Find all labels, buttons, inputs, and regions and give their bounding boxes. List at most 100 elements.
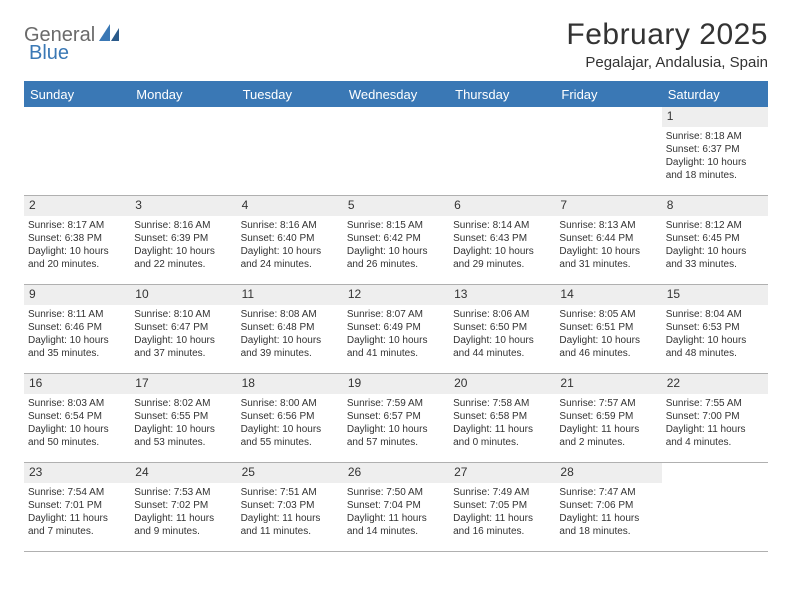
day-sunset: Sunset: 6:50 PM <box>453 321 551 334</box>
day-sunset: Sunset: 6:49 PM <box>347 321 445 334</box>
day-number: 8 <box>662 196 768 216</box>
brand-text-2-wrap: Blue <box>28 42 69 65</box>
day-cell: 6Sunrise: 8:14 AMSunset: 6:43 PMDaylight… <box>449 196 555 284</box>
weekday-header: Tuesday <box>237 83 343 107</box>
day-cell: 8 Sunrise: 8:12 AMSunset: 6:45 PMDaylight… <box>662 196 768 284</box>
day-daylight: Daylight: 10 hours and 41 minutes. <box>347 334 445 360</box>
day-number: 21 <box>555 374 661 394</box>
day-daylight: Daylight: 10 hours and 33 minutes. <box>666 245 764 271</box>
week-row: 2Sunrise: 8:17 AMSunset: 6:38 PMDaylight… <box>24 196 768 285</box>
day-cell <box>24 107 130 195</box>
day-daylight: Daylight: 11 hours and 18 minutes. <box>559 512 657 538</box>
weekday-header: Wednesday <box>343 83 449 107</box>
day-number: 2 <box>24 196 130 216</box>
day-daylight: Daylight: 10 hours and 48 minutes. <box>666 334 764 360</box>
day-daylight: Daylight: 10 hours and 39 minutes. <box>241 334 339 360</box>
day-sunrise: Sunrise: 7:51 AM <box>241 486 339 499</box>
week-row: 23Sunrise: 7:54 AMSunset: 7:01 PMDayligh… <box>24 463 768 552</box>
brand-sail-icon <box>99 24 121 47</box>
day-number: 3 <box>130 196 236 216</box>
day-number: 12 <box>343 285 449 305</box>
day-cell: 3Sunrise: 8:16 AMSunset: 6:39 PMDaylight… <box>130 196 236 284</box>
day-sunrise: Sunrise: 7:49 AM <box>453 486 551 499</box>
weekday-header: Thursday <box>449 83 555 107</box>
day-number: 15 <box>662 285 768 305</box>
day-daylight: Daylight: 11 hours and 4 minutes. <box>666 423 764 449</box>
day-cell: 2Sunrise: 8:17 AMSunset: 6:38 PMDaylight… <box>24 196 130 284</box>
day-daylight: Daylight: 11 hours and 0 minutes. <box>453 423 551 449</box>
day-number: 18 <box>237 374 343 394</box>
day-cell <box>130 107 236 195</box>
day-cell <box>449 107 555 195</box>
day-sunrise: Sunrise: 8:16 AM <box>134 219 232 232</box>
day-number: 22 <box>662 374 768 394</box>
day-sunset: Sunset: 6:48 PM <box>241 321 339 334</box>
day-sunset: Sunset: 6:42 PM <box>347 232 445 245</box>
day-sunrise: Sunrise: 7:57 AM <box>559 397 657 410</box>
day-sunset: Sunset: 6:58 PM <box>453 410 551 423</box>
day-daylight: Daylight: 10 hours and 53 minutes. <box>134 423 232 449</box>
day-sunset: Sunset: 6:45 PM <box>666 232 764 245</box>
day-sunset: Sunset: 6:38 PM <box>28 232 126 245</box>
day-cell: 25Sunrise: 7:51 AMSunset: 7:03 PMDayligh… <box>237 463 343 551</box>
day-sunrise: Sunrise: 7:54 AM <box>28 486 126 499</box>
title-block: February 2025 Pegalajar, Andalusia, Spai… <box>566 18 768 71</box>
day-number: 10 <box>130 285 236 305</box>
day-daylight: Daylight: 10 hours and 24 minutes. <box>241 245 339 271</box>
day-daylight: Daylight: 10 hours and 18 minutes. <box>666 156 764 182</box>
day-sunrise: Sunrise: 8:12 AM <box>666 219 764 232</box>
day-sunset: Sunset: 6:59 PM <box>559 410 657 423</box>
day-number: 24 <box>130 463 236 483</box>
day-cell: 16Sunrise: 8:03 AMSunset: 6:54 PMDayligh… <box>24 374 130 462</box>
week-row: 16Sunrise: 8:03 AMSunset: 6:54 PMDayligh… <box>24 374 768 463</box>
day-number: 9 <box>24 285 130 305</box>
weekday-header: Sunday <box>24 83 130 107</box>
page-title: February 2025 <box>566 18 768 52</box>
day-cell <box>237 107 343 195</box>
day-sunrise: Sunrise: 8:11 AM <box>28 308 126 321</box>
day-cell: 17Sunrise: 8:02 AMSunset: 6:55 PMDayligh… <box>130 374 236 462</box>
weekday-header-row: Sunday Monday Tuesday Wednesday Thursday… <box>24 83 768 107</box>
day-cell: 15Sunrise: 8:04 AMSunset: 6:53 PMDayligh… <box>662 285 768 373</box>
day-sunset: Sunset: 7:03 PM <box>241 499 339 512</box>
brand-text-2: Blue <box>29 42 69 64</box>
day-number: 17 <box>130 374 236 394</box>
day-cell: 22Sunrise: 7:55 AMSunset: 7:00 PMDayligh… <box>662 374 768 462</box>
day-number: 1 <box>662 107 768 127</box>
day-cell: 5Sunrise: 8:15 AMSunset: 6:42 PMDaylight… <box>343 196 449 284</box>
day-sunrise: Sunrise: 8:10 AM <box>134 308 232 321</box>
day-number: 6 <box>449 196 555 216</box>
day-cell <box>343 107 449 195</box>
day-sunrise: Sunrise: 8:00 AM <box>241 397 339 410</box>
weekday-header: Saturday <box>662 83 768 107</box>
day-cell: 19Sunrise: 7:59 AMSunset: 6:57 PMDayligh… <box>343 374 449 462</box>
page-header: General February 2025 Pegalajar, Andalus… <box>24 18 768 71</box>
day-sunset: Sunset: 6:57 PM <box>347 410 445 423</box>
day-sunset: Sunset: 7:02 PM <box>134 499 232 512</box>
day-number: 26 <box>343 463 449 483</box>
day-cell: 27Sunrise: 7:49 AMSunset: 7:05 PMDayligh… <box>449 463 555 551</box>
day-sunrise: Sunrise: 8:13 AM <box>559 219 657 232</box>
day-sunrise: Sunrise: 8:07 AM <box>347 308 445 321</box>
day-sunset: Sunset: 6:51 PM <box>559 321 657 334</box>
day-cell: 1Sunrise: 8:18 AMSunset: 6:37 PMDaylight… <box>662 107 768 195</box>
day-daylight: Daylight: 11 hours and 2 minutes. <box>559 423 657 449</box>
day-daylight: Daylight: 10 hours and 46 minutes. <box>559 334 657 360</box>
day-daylight: Daylight: 10 hours and 31 minutes. <box>559 245 657 271</box>
day-sunset: Sunset: 7:00 PM <box>666 410 764 423</box>
day-daylight: Daylight: 11 hours and 9 minutes. <box>134 512 232 538</box>
day-sunset: Sunset: 7:05 PM <box>453 499 551 512</box>
day-daylight: Daylight: 11 hours and 14 minutes. <box>347 512 445 538</box>
day-number: 5 <box>343 196 449 216</box>
day-sunset: Sunset: 6:56 PM <box>241 410 339 423</box>
day-sunrise: Sunrise: 8:15 AM <box>347 219 445 232</box>
day-daylight: Daylight: 10 hours and 22 minutes. <box>134 245 232 271</box>
day-cell: 12 Sunrise: 8:07 AMSunset: 6:49 PMDayligh… <box>343 285 449 373</box>
day-sunset: Sunset: 6:43 PM <box>453 232 551 245</box>
day-sunset: Sunset: 6:53 PM <box>666 321 764 334</box>
day-cell: 21 Sunrise: 7:57 AMSunset: 6:59 PMDayligh… <box>555 374 661 462</box>
day-sunrise: Sunrise: 7:58 AM <box>453 397 551 410</box>
day-cell <box>662 463 768 551</box>
day-sunrise: Sunrise: 7:50 AM <box>347 486 445 499</box>
week-row: 1Sunrise: 8:18 AMSunset: 6:37 PMDaylight… <box>24 107 768 196</box>
